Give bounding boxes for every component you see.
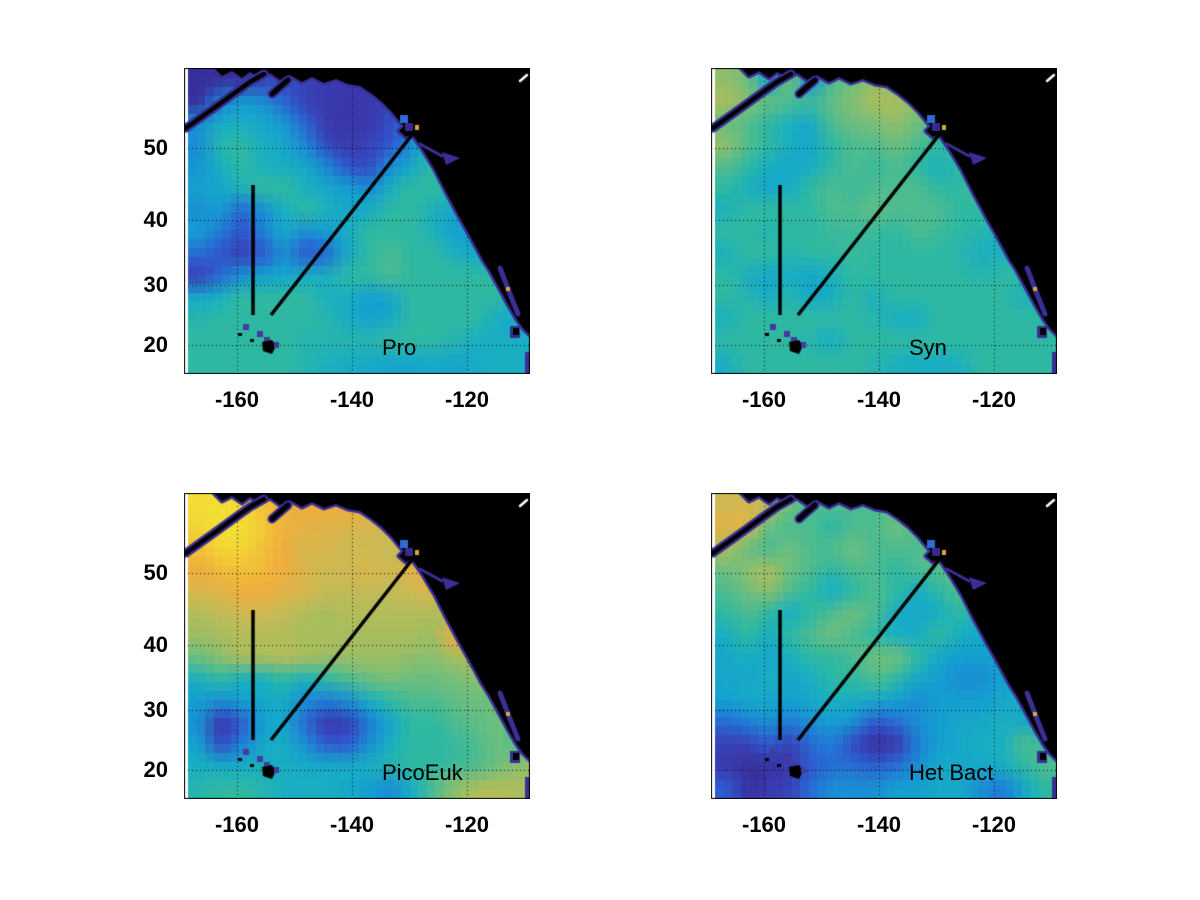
y-tick-label-40: 40 (143, 207, 168, 232)
x-tick-label-160: -160 (214, 387, 260, 412)
map-hetbact-heatmap (711, 493, 1057, 799)
x-tick-label-120: -120 (971, 812, 1017, 837)
panel-syn: Syn -160 -140 -120 (711, 68, 1057, 412)
panel-pro: Pro 50 40 30 20 -160 -140 -120 (144, 68, 530, 412)
map-picoeuk-heatmap (184, 493, 530, 799)
panel-hetbact: Het Bact -160 -140 -120 (711, 493, 1057, 837)
y-tick-label-40: 40 (143, 632, 168, 657)
x-tick-label-120: -120 (444, 387, 490, 412)
x-tick-label-140: -140 (329, 387, 375, 412)
map-syn-heatmap (711, 68, 1057, 374)
x-tick-label-120: -120 (444, 812, 490, 837)
panel-label-pro: Pro (382, 335, 417, 360)
x-tick-label-160: -160 (741, 387, 787, 412)
y-tick-label-30: 30 (143, 697, 168, 722)
y-tick-label-50: 50 (143, 135, 168, 160)
panel-label-hetbact: Het Bact (909, 760, 994, 785)
x-tick-label-160: -160 (741, 812, 787, 837)
panel-picoeuk: PicoEuk 50 40 30 20 -160 -140 -120 (144, 493, 530, 837)
map-pro-heatmap (184, 68, 530, 374)
y-tick-label-20: 20 (143, 332, 168, 357)
x-tick-label-160: -160 (214, 812, 260, 837)
y-tick-label-50: 50 (143, 560, 168, 585)
panel-label-syn: Syn (909, 335, 947, 360)
panel-label-picoeuk: PicoEuk (382, 760, 463, 785)
x-tick-label-140: -140 (329, 812, 375, 837)
y-tick-label-30: 30 (143, 272, 168, 297)
y-tick-label-20: 20 (143, 757, 168, 782)
x-tick-label-120: -120 (971, 387, 1017, 412)
x-tick-label-140: -140 (856, 812, 902, 837)
x-tick-label-140: -140 (856, 387, 902, 412)
